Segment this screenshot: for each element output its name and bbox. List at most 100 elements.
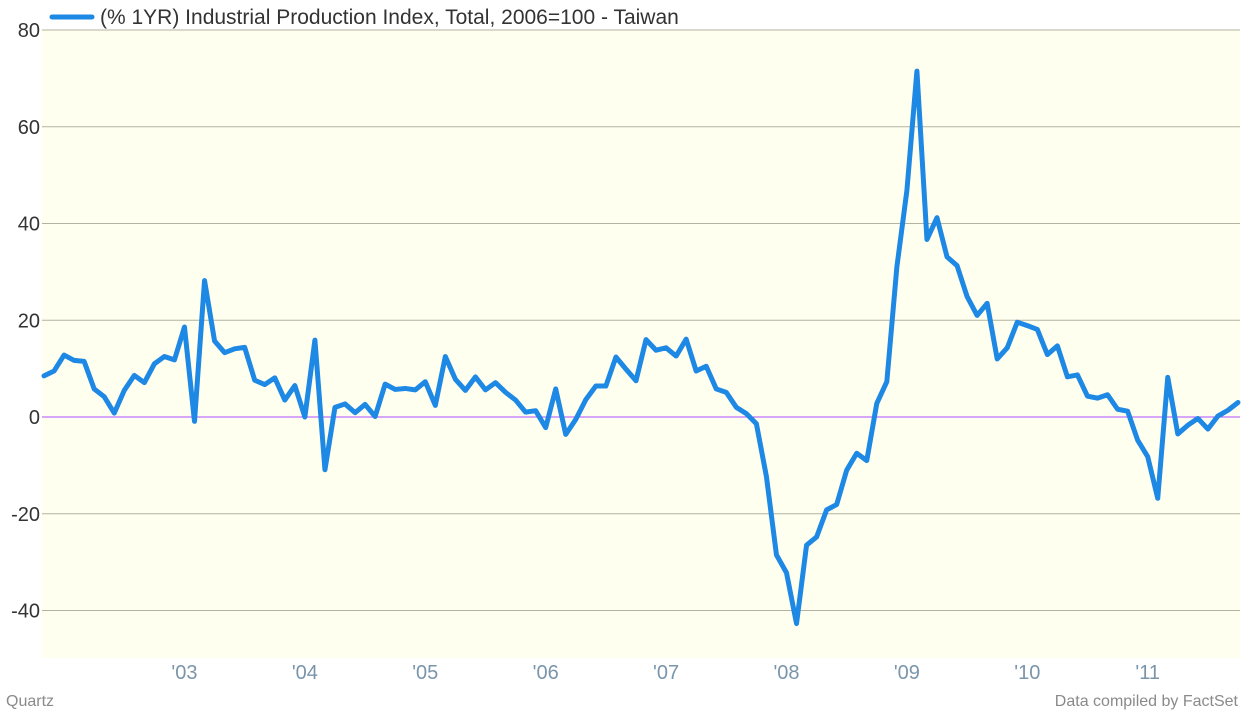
data-point <box>102 395 106 399</box>
data-point <box>393 387 397 391</box>
data-point <box>664 346 668 350</box>
data-point <box>925 237 929 241</box>
data-point <box>604 384 608 388</box>
data-point <box>122 388 126 392</box>
data-point <box>1146 455 1150 459</box>
data-point <box>273 376 277 380</box>
data-point <box>825 508 829 512</box>
source-left: Quartz <box>6 693 54 710</box>
data-point <box>905 189 909 193</box>
data-point <box>1216 414 1220 418</box>
data-point <box>1075 373 1079 377</box>
data-point <box>1055 344 1059 348</box>
y-tick-label: -40 <box>11 601 40 623</box>
data-point <box>453 377 457 381</box>
data-point <box>985 301 989 305</box>
data-point <box>1196 416 1200 420</box>
data-point <box>92 387 96 391</box>
data-point <box>363 402 367 406</box>
data-point <box>855 451 859 455</box>
data-point <box>594 384 598 388</box>
data-point <box>1236 400 1240 404</box>
data-point <box>203 279 207 283</box>
data-point <box>524 410 528 414</box>
plot-area <box>42 30 1240 658</box>
data-point <box>754 422 758 426</box>
data-point <box>734 405 738 409</box>
data-point <box>172 358 176 362</box>
x-tick-label: '08 <box>773 662 799 684</box>
data-point <box>182 325 186 329</box>
y-tick-label: -20 <box>11 504 40 526</box>
x-tick-label: '10 <box>1014 662 1040 684</box>
legend-label: (% 1YR) Industrial Production Index, Tot… <box>100 6 679 29</box>
data-point <box>744 412 748 416</box>
data-point <box>574 417 578 421</box>
data-point <box>995 357 999 361</box>
data-point <box>223 351 227 355</box>
data-point <box>333 405 337 409</box>
x-tick-label: '03 <box>171 662 197 684</box>
data-point <box>845 468 849 472</box>
data-point <box>152 362 156 366</box>
data-point <box>213 339 217 343</box>
data-point <box>564 432 568 436</box>
data-point <box>1065 375 1069 379</box>
grid-layer <box>42 29 1240 611</box>
data-point <box>373 415 377 419</box>
data-point <box>233 347 237 351</box>
data-point <box>1206 427 1210 431</box>
data-point <box>1025 324 1029 328</box>
data-point <box>945 255 949 259</box>
data-point <box>1226 408 1230 412</box>
data-point <box>343 402 347 406</box>
x-tick-label: '04 <box>292 662 318 684</box>
data-point <box>504 390 508 394</box>
data-point <box>243 345 247 349</box>
data-point <box>1035 327 1039 331</box>
data-point <box>403 386 407 390</box>
data-point <box>132 373 136 377</box>
data-point <box>433 403 437 407</box>
data-point <box>353 411 357 415</box>
data-point <box>423 380 427 384</box>
data-point <box>72 358 76 362</box>
data-point <box>1136 438 1140 442</box>
y-tick-label: 20 <box>18 310 40 332</box>
data-point <box>62 353 66 357</box>
data-point <box>303 415 307 419</box>
data-point <box>835 503 839 507</box>
data-point <box>263 383 267 387</box>
data-point <box>704 364 708 368</box>
data-point <box>865 459 869 463</box>
data-point <box>1005 346 1009 350</box>
data-point <box>764 475 768 479</box>
data-point <box>52 369 56 373</box>
data-point <box>1116 407 1120 411</box>
data-point <box>42 374 46 378</box>
y-tick-label: 60 <box>18 117 40 139</box>
data-point <box>1086 394 1090 398</box>
data-point <box>805 543 809 547</box>
data-point <box>413 388 417 392</box>
series-line <box>41 68 1241 627</box>
y-tick-label: 0 <box>29 407 40 429</box>
data-point <box>283 398 287 402</box>
data-point <box>534 409 538 413</box>
data-point <box>1166 375 1170 379</box>
data-point <box>584 398 588 402</box>
data-point <box>815 535 819 539</box>
data-point <box>293 384 297 388</box>
data-point <box>935 216 939 220</box>
data-point <box>323 468 327 472</box>
x-tick-label: '09 <box>894 662 920 684</box>
data-point <box>463 388 467 392</box>
data-point <box>624 367 628 371</box>
data-point <box>885 380 889 384</box>
data-point <box>193 419 197 423</box>
source-right: Data compiled by FactSet <box>1055 693 1239 710</box>
data-point <box>253 378 257 382</box>
data-point <box>1126 409 1130 413</box>
x-axis-ticks: '03'04'05'06'07'08'09'10'11'12 <box>171 662 1160 684</box>
